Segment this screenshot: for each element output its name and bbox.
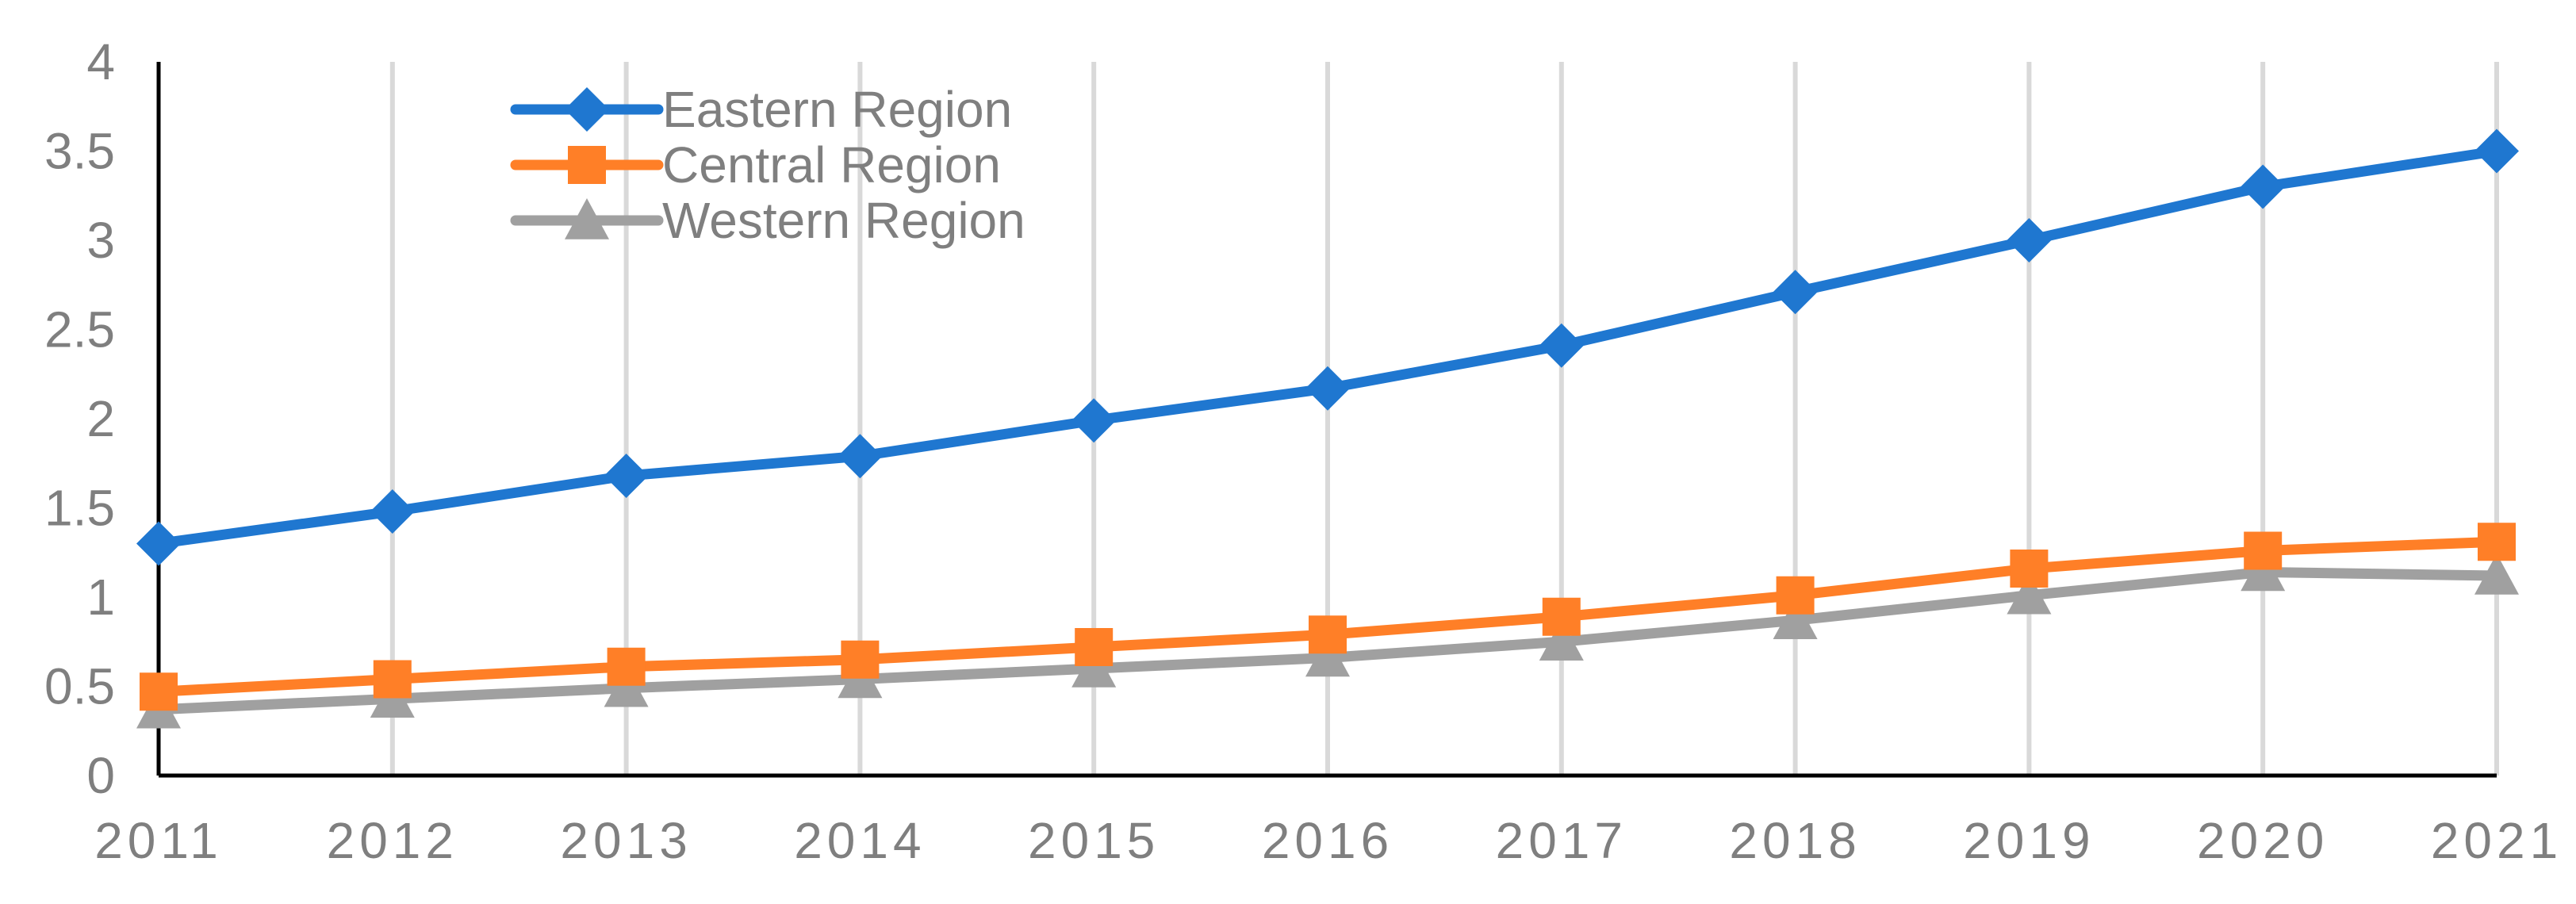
data-point-marker [1071,398,1117,443]
x-tick-label: 2013 [560,812,692,869]
x-tick-label: 2020 [2197,812,2329,869]
data-point-marker [1539,323,1584,368]
x-tick-label: 2012 [327,812,458,869]
data-point-marker [2474,554,2519,595]
y-tick-label: 3.5 [44,123,115,180]
data-point-marker [841,640,880,679]
gridlines [389,62,2499,776]
legend-item: Central Region [510,136,1001,193]
legend-label: Central Region [662,136,1001,193]
legend-swatch-marker [565,198,609,239]
data-point-marker [1305,635,1350,677]
y-tick-label: 1.5 [44,480,115,537]
data-point-marker [370,489,415,534]
x-tick-label: 2018 [1729,812,1861,869]
series [136,128,2519,729]
data-point-marker [1305,366,1350,411]
x-tick-label: 2021 [2431,812,2563,869]
data-point-marker [1071,646,1117,688]
data-point-marker [1542,597,1581,636]
axes: 0 0.5 1 1.5 2 2.5 3 3.5 4 2011 2012 2013 2014 2015 201… [44,33,2563,869]
legend-item: Western Region [510,192,1025,249]
x-tick-label: 2015 [1028,812,1160,869]
y-tick-label: 0 [86,747,115,804]
data-point-marker [136,521,181,566]
data-point-marker [1773,270,1818,315]
x-tick-label: 2014 [794,812,926,869]
data-point-marker [838,434,883,479]
y-tick-label: 1 [86,569,115,626]
data-point-marker [2007,218,2052,262]
data-point-marker [1776,576,1815,615]
y-tick-label: 2 [86,390,115,447]
y-tick-label: 2.5 [44,301,115,358]
x-tick-label: 2017 [1496,812,1627,869]
data-point-marker [2241,550,2286,592]
legend-swatch-marker [568,146,606,184]
x-tick-label: 2019 [1963,812,2095,869]
series-western-region [136,550,2519,729]
data-point-marker [2010,550,2049,588]
x-tick-label: 2016 [1262,812,1393,869]
data-point-marker [2474,128,2519,174]
data-point-marker [2244,531,2283,570]
series-eastern-region [136,128,2519,566]
data-point-marker [2241,164,2286,209]
data-point-marker [140,672,178,711]
legend-item: Eastern Region [510,81,1012,138]
data-point-marker [1773,598,1818,640]
legend-label: Eastern Region [662,81,1012,138]
y-tick-label: 4 [86,33,115,90]
data-point-marker [1075,628,1114,666]
data-point-marker [1309,615,1347,654]
data-point-marker [2478,523,2516,561]
y-tick-label: 3 [86,212,115,269]
data-point-marker [1539,619,1584,661]
series-central-region [140,523,2516,711]
data-point-marker [373,660,412,699]
y-tick-label: 0.5 [44,658,115,715]
data-point-marker [604,665,649,707]
legend-label: Western Region [662,192,1025,249]
x-tick-label: 2011 [94,812,223,869]
data-point-marker [2007,573,2052,615]
data-point-marker [604,454,649,498]
data-point-marker [607,647,646,686]
legend-swatch-marker [565,87,609,132]
